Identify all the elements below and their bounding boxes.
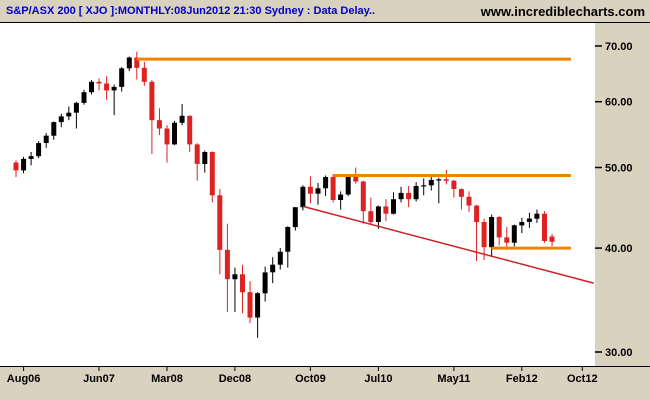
candle-body-Oct08 — [217, 195, 223, 250]
candle-body-May08 — [179, 115, 185, 123]
x-axis-label: Aug06 — [7, 373, 41, 385]
candle-body-Jan08 — [149, 81, 155, 121]
candle-body-Oct07 — [126, 57, 132, 69]
candle-body-Dec06 — [51, 122, 57, 136]
candle-body-Jan09 — [240, 274, 245, 293]
candle-body-Aug11 — [474, 205, 480, 222]
candle-body-Mar10 — [345, 175, 351, 195]
candle-body-Aug07 — [111, 86, 117, 91]
candle-body-Jun08 — [187, 115, 193, 145]
candle-body-Oct10 — [398, 192, 404, 200]
candle-body-Jan11 — [421, 185, 427, 187]
candle-body-Apr09 — [262, 272, 268, 294]
candle-body-Aug09 — [292, 207, 298, 228]
candle-body-Feb11 — [428, 180, 434, 186]
candle-body-Nov08 — [224, 249, 230, 280]
candle-body-Nov11 — [496, 217, 502, 238]
candle-body-Sep09 — [300, 186, 306, 208]
candle-body-Feb10 — [338, 194, 344, 200]
candle-body-Feb07 — [66, 112, 72, 117]
candle-body-Jul06 — [13, 162, 19, 171]
candle-body-May11 — [451, 180, 457, 189]
candle-body-Apr11 — [443, 179, 449, 181]
candle-body-Mar11 — [436, 179, 442, 181]
candle-body-Aug06 — [21, 158, 27, 171]
x-axis-label: Oct09 — [295, 373, 326, 385]
candle-body-Aug08 — [202, 152, 208, 164]
candle-body-Jul08 — [194, 144, 200, 164]
descending-trendline — [302, 205, 594, 284]
candle-body-Apr10 — [353, 175, 359, 182]
candle-body-Mar12 — [526, 218, 532, 222]
candle-body-Jan12 — [511, 225, 517, 243]
candle-body-Feb08 — [156, 120, 162, 129]
candle-body-Apr08 — [172, 122, 177, 145]
candle-body-Mar08 — [164, 128, 170, 145]
x-axis-label: Dec08 — [219, 373, 251, 385]
candle-body-Oct09 — [307, 186, 313, 194]
candle-body-Mar09 — [255, 293, 261, 318]
candle-body-Dec10 — [413, 186, 419, 200]
candle-body-Sep06 — [28, 156, 34, 159]
x-axis-label: Jul10 — [364, 373, 392, 385]
candle-body-May09 — [270, 264, 276, 273]
candle-body-Sep11 — [481, 222, 487, 248]
candle-body-Jun10 — [368, 211, 374, 222]
candle-body-Jul07 — [104, 83, 110, 91]
candle-body-Aug10 — [383, 206, 389, 214]
candle-body-Nov09 — [315, 188, 321, 194]
candle-body-Feb12 — [519, 222, 525, 226]
candle-body-Jan07 — [58, 116, 64, 123]
y-axis-label: 30.00 — [605, 347, 633, 359]
candle-body-Dec11 — [504, 237, 510, 243]
candle-body-Jun11 — [458, 189, 464, 197]
x-axis-label: Feb12 — [506, 373, 538, 385]
x-axis-label: Mar08 — [151, 373, 183, 385]
plot-background — [0, 23, 595, 366]
candle-body-May12 — [542, 213, 547, 241]
candle-body-Sep08 — [209, 152, 215, 196]
y-axis-label: 40.00 — [605, 243, 633, 255]
candle-body-Sep07 — [119, 68, 125, 87]
candle-body-May07 — [89, 81, 94, 93]
candle-body-Apr07 — [81, 92, 87, 103]
y-axis-label: 50.00 — [605, 163, 633, 175]
candle-body-Oct11 — [489, 217, 495, 248]
candle-body-Dec07 — [141, 67, 147, 82]
candle-body-Feb09 — [247, 292, 253, 318]
candle-body-Dec09 — [323, 177, 329, 189]
candle-body-Jul11 — [466, 196, 472, 206]
candle-body-Jun09 — [277, 251, 283, 265]
candle-body-Oct06 — [36, 143, 42, 157]
candle-body-Sep10 — [391, 199, 396, 214]
chart-title: S&P/ASX 200 [ XJO ]:MONTHLY:08Jun2012 21… — [6, 5, 376, 17]
candle-body-May10 — [360, 181, 366, 212]
candle-body-Mar07 — [73, 102, 79, 113]
candle-body-Jul10 — [375, 206, 381, 222]
x-axis-label: May11 — [437, 373, 470, 385]
candle-body-Jun07 — [96, 81, 102, 84]
candle-body-Nov07 — [134, 57, 140, 68]
candle-body-Jul09 — [285, 227, 291, 252]
y-axis-label: 60.00 — [605, 97, 633, 109]
website-watermark: www.incrediblecharts.com — [480, 4, 645, 19]
candle-body-Nov06 — [43, 135, 49, 143]
x-axis-label: Oct12 — [567, 373, 598, 385]
y-axis-label: 70.00 — [605, 41, 633, 53]
candle-body-Apr12 — [534, 213, 540, 219]
candle-body-Jan10 — [330, 177, 336, 200]
candle-body-Jun12 — [549, 236, 555, 242]
x-axis-label: Jun07 — [83, 373, 115, 385]
candle-body-Dec08 — [232, 274, 238, 280]
candle-body-Nov10 — [406, 192, 412, 200]
